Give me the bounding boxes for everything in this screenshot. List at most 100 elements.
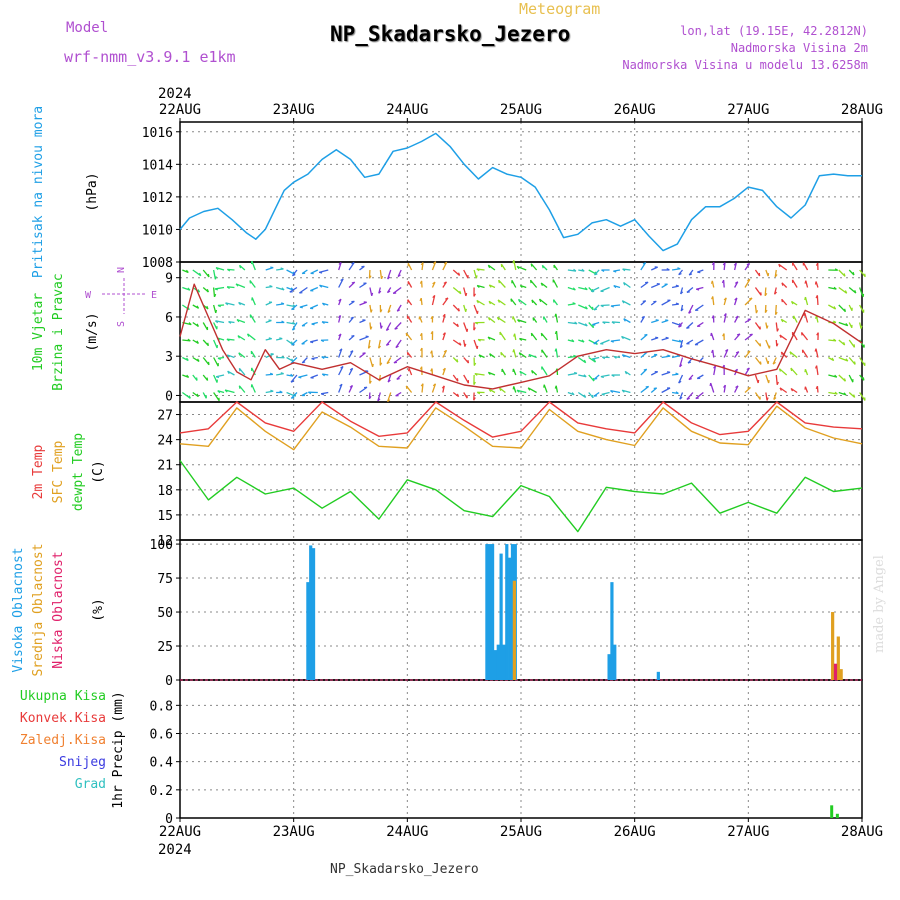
wind-arrow-head — [487, 317, 491, 321]
wind-arrow-head — [833, 338, 837, 342]
wind-arrow-head — [804, 296, 807, 301]
wind-arrow — [801, 349, 809, 358]
wind-arrow — [212, 304, 217, 314]
wind-arrow-head — [688, 273, 693, 276]
wind-arrow — [276, 303, 285, 306]
wind-arrow — [610, 339, 621, 342]
wind-arrow — [775, 374, 778, 385]
wind-arrow-head — [678, 325, 682, 328]
wind-arrow-head — [571, 339, 575, 343]
wind-arrow-head — [370, 326, 373, 330]
wind-arrow-head — [665, 319, 669, 322]
wind-arrow-head — [519, 338, 523, 341]
wind-arrow — [640, 262, 647, 271]
wind-arrow-head — [540, 282, 543, 286]
wind-arrow-head — [235, 283, 239, 287]
wind-arrow-head — [349, 384, 353, 388]
wind-arrow-head — [734, 297, 738, 301]
wind-arrow — [367, 339, 371, 349]
wind-arrow-head — [419, 347, 423, 351]
wind-arrow — [723, 349, 729, 358]
wind-arrow — [182, 286, 191, 291]
wind-arrow-head — [443, 281, 447, 284]
wind-arrow-head — [227, 268, 231, 272]
wind-arrow-head — [695, 397, 699, 400]
pressure-unit-label: (hPa) — [85, 172, 100, 211]
wind-arrow-head — [573, 371, 578, 374]
wind-arrow-head — [686, 327, 690, 329]
wind-arrow-head — [573, 268, 577, 272]
wind-arrow-head — [420, 383, 424, 387]
wind-arrow-head — [722, 333, 725, 337]
wind-arrow — [379, 269, 383, 279]
temperature-ytick-label: 24 — [157, 434, 173, 449]
wind-arrow-head — [584, 323, 588, 327]
x-label-top: 27AUG — [727, 102, 769, 118]
wind-arrow-head — [680, 308, 684, 312]
wind-arrow-head — [592, 358, 596, 361]
cloud_cover-ytick-label: 50 — [157, 606, 173, 621]
wind-arrow-head — [815, 365, 818, 369]
wind-arrow — [651, 319, 659, 324]
wind-arrow-head — [710, 280, 713, 284]
station-title: NP_Skadarsko_Jezero — [330, 22, 571, 46]
wind-arrow — [838, 269, 846, 277]
temperature-ytick-label: 27 — [157, 409, 173, 424]
wind-arrow-head — [188, 322, 192, 326]
cloud-axis-label-2: Niska Oblacnost — [51, 551, 66, 668]
wind-arrow-head — [757, 379, 760, 384]
wind-arrow-head — [487, 336, 491, 340]
wind-arrow-head — [594, 378, 598, 380]
wind-arrow — [247, 333, 256, 341]
wind-arrow-head — [778, 263, 781, 268]
wind-arrow — [779, 334, 788, 341]
wind-arrow — [421, 262, 424, 271]
wind-arrow-head — [338, 298, 342, 302]
wind-arrow — [661, 299, 671, 306]
wind-arrow-head — [736, 333, 741, 336]
wind-arrow — [395, 339, 402, 348]
wind-arrow-head — [320, 339, 324, 343]
wind-arrow-head — [773, 397, 777, 400]
wind-arrow-head — [513, 333, 516, 337]
wind-arrow — [623, 281, 631, 289]
wind-arrow-head — [833, 286, 837, 290]
precipitation-ytick-label: 0.2 — [150, 784, 173, 799]
wind-arrow — [754, 287, 762, 296]
wind-arrow — [463, 374, 470, 384]
wind-arrow-head — [601, 269, 605, 272]
wind-arrow-head — [678, 339, 682, 343]
wind-axis-label-1: 10m Vjetar — [31, 293, 46, 371]
wind-arrow — [744, 278, 751, 288]
temp-axis-label-1: SFC Temp — [51, 441, 66, 504]
wind-arrow-head — [766, 397, 769, 401]
wind-arrow — [791, 331, 798, 341]
wind-arrow — [622, 354, 631, 359]
wind-arrow-head — [613, 270, 617, 273]
wind-arrow — [251, 260, 256, 271]
wind-arrow-head — [207, 361, 210, 365]
wind-arrow-head — [696, 288, 700, 291]
wind-arrow-head — [298, 376, 302, 379]
wind-arrow-head — [498, 280, 500, 284]
wind-arrow — [393, 356, 402, 364]
wind-arrow — [265, 266, 274, 271]
wind-arrow-head — [581, 339, 585, 343]
wind-arrow-head — [512, 349, 515, 353]
wind-arrow — [530, 263, 538, 271]
wind-arrow-head — [291, 308, 295, 311]
wind-arrow — [213, 392, 220, 402]
wind-arrow-head — [478, 354, 482, 358]
wind-arrow-head — [519, 285, 523, 289]
wind-arrow — [754, 374, 759, 384]
wind-arrow — [567, 303, 576, 306]
wind-arrow-head — [187, 338, 191, 342]
wind-arrow — [513, 260, 517, 271]
wind-arrow — [778, 368, 788, 376]
wind-arrow — [421, 383, 424, 393]
temp-line-0 — [179, 401, 863, 438]
cloud-bar — [505, 544, 509, 680]
x-label-top: 28AUG — [841, 102, 883, 118]
wind-arrow-head — [430, 368, 433, 372]
wind-arrow — [236, 318, 246, 324]
